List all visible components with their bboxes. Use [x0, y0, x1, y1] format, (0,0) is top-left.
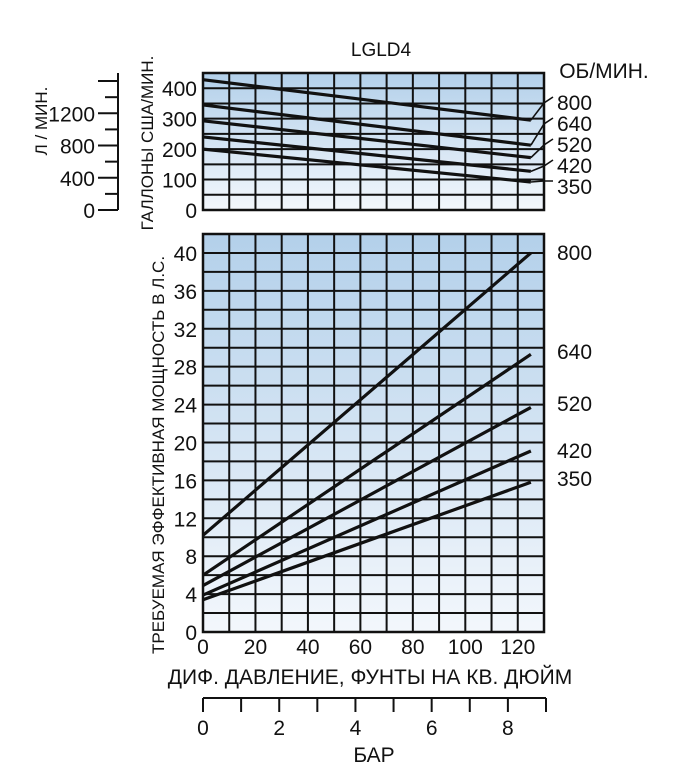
flow-rpm-leader-420 — [530, 159, 554, 173]
power-ytick-label: 4 — [185, 584, 197, 607]
rpm-legend-title: ОБ/МИН. — [559, 60, 649, 83]
flow-ytick-label: 400 — [162, 78, 197, 101]
bar-tick-label: 0 — [197, 717, 209, 740]
power-plot-area — [201, 232, 546, 634]
flow-ytick-label: 200 — [162, 139, 197, 162]
bar-tick-label: 6 — [426, 717, 438, 740]
flow-line-800 — [202, 78, 532, 122]
lpm-tick-label: 400 — [60, 168, 95, 191]
psi-tick-label: 120 — [500, 636, 535, 659]
power-ytick-label: 40 — [174, 243, 197, 266]
psi-tick-label: 60 — [349, 636, 372, 659]
flow-grid — [203, 73, 544, 210]
power-ytick-label: 24 — [174, 395, 198, 418]
flow-rpm-leader-640 — [530, 117, 554, 146]
flow-rpm-label-420: 420 — [557, 155, 592, 178]
chart-title: LGLD4 — [351, 40, 412, 61]
flow-rpm-leader-350 — [530, 180, 553, 183]
pressure-xlabel-psi: ДИФ. ДАВЛЕНИЕ, ФУНТЫ НА КВ. ДЮЙМ — [168, 665, 572, 689]
power-ytick-label: 0 — [185, 622, 197, 645]
flow-line-520 — [202, 119, 532, 160]
power-ylabel: ТРЕБУЕМАЯ ЭФФЕКТИВНАЯ МОЩНОСТЬ В Л.С. — [149, 256, 168, 654]
flow-ylabel-gpm: ГАЛЛОНЫ США/МИН. — [138, 56, 157, 231]
power-rpm-label-350: 350 — [557, 468, 592, 491]
flow-rpm-leader-520 — [530, 138, 554, 159]
bar-tick-label: 8 — [502, 717, 514, 740]
flow-panel — [201, 71, 546, 212]
power-rpm-label-520: 520 — [557, 393, 592, 416]
lpm-tick-label: 1200 — [48, 103, 95, 126]
flow-line-640 — [202, 103, 532, 147]
power-line-420 — [202, 449, 532, 597]
power-line-520 — [202, 406, 532, 587]
pressure-xlabel-bar: БАР — [353, 744, 394, 767]
flow-rpm-label-350: 350 — [557, 176, 592, 199]
flow-ytick-label: 100 — [162, 170, 197, 193]
psi-tick-label: 0 — [197, 636, 209, 659]
flow-rpm-label-520: 520 — [557, 134, 592, 157]
power-ytick-label: 8 — [185, 546, 197, 569]
bar-tick-label: 4 — [350, 717, 362, 740]
power-line-800 — [201, 251, 532, 537]
flow-rpm-leader-800 — [530, 96, 554, 121]
power-rpm-label-640: 640 — [557, 341, 592, 364]
power-panel — [201, 232, 546, 634]
power-ytick-label: 20 — [174, 432, 197, 455]
power-series-group — [201, 251, 532, 602]
power-ytick-label: 32 — [174, 319, 197, 342]
power-ytick-label: 36 — [174, 281, 197, 304]
flow-ylabel-lpm: Л / МИН. — [32, 87, 51, 156]
psi-tick-label: 20 — [244, 636, 267, 659]
power-ytick-label: 12 — [174, 508, 197, 531]
power-ytick-label: 28 — [174, 357, 197, 380]
power-line-350 — [202, 480, 532, 602]
flow-rpm-label-640: 640 — [557, 113, 592, 136]
flow-ytick-label: 0 — [185, 200, 197, 223]
lpm-tick-label: 0 — [83, 200, 95, 223]
bar-tick-label: 2 — [273, 717, 285, 740]
flow-rpm-label-800: 800 — [557, 92, 592, 115]
flow-ytick-label: 300 — [162, 109, 197, 132]
power-ytick-label: 16 — [174, 470, 197, 493]
power-rpm-label-800: 800 — [557, 242, 592, 265]
flow-line-420 — [202, 135, 532, 173]
psi-tick-label: 100 — [448, 636, 483, 659]
power-line-640 — [202, 353, 532, 577]
flow-series-group — [202, 78, 532, 184]
psi-tick-label: 80 — [401, 636, 424, 659]
lpm-tick-label: 800 — [60, 136, 95, 159]
flow-line-350 — [202, 147, 532, 184]
psi-tick-label: 40 — [296, 636, 319, 659]
power-rpm-label-420: 420 — [557, 440, 592, 463]
chart-marks: 8006405204203508006405204203500100200300… — [48, 73, 592, 740]
